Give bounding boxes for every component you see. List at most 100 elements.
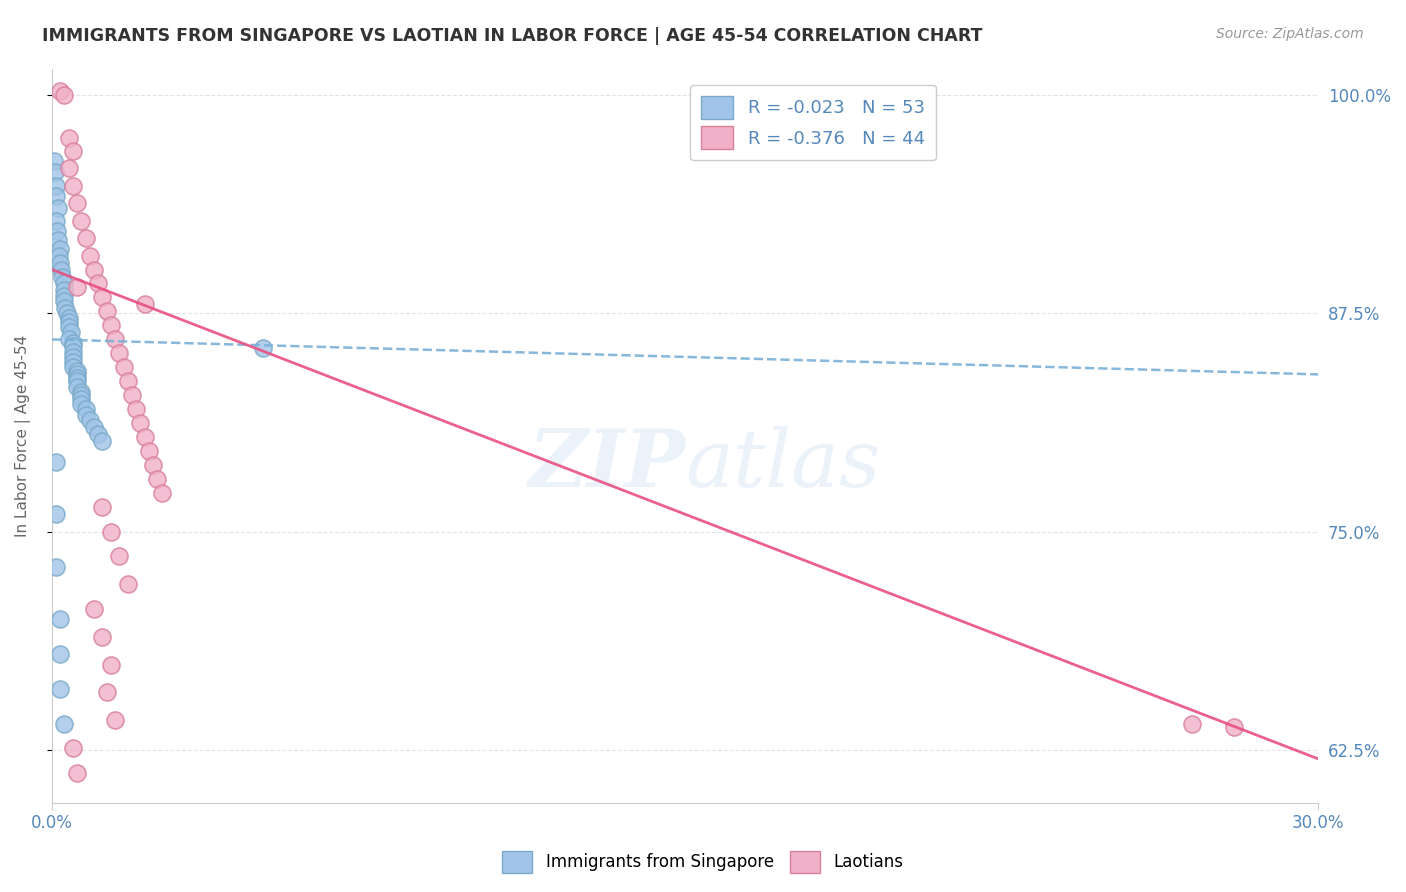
Point	[62, 335, 84, 350]
Text: atlas: atlas	[685, 426, 880, 504]
Point	[79, 413, 101, 427]
Point	[91, 434, 114, 448]
Point	[48, 248, 70, 262]
Point	[42, 154, 65, 169]
Point	[53, 301, 76, 315]
Point	[58, 315, 80, 329]
Y-axis label: In Labor Force | Age 45-54: In Labor Force | Age 45-54	[15, 334, 31, 537]
Point	[62, 355, 84, 369]
Point	[108, 346, 131, 360]
Point	[49, 255, 72, 269]
Point	[70, 384, 93, 399]
Point	[66, 375, 89, 389]
Point	[53, 717, 76, 731]
Point	[70, 213, 93, 227]
Point	[66, 371, 89, 385]
Point	[58, 320, 80, 334]
Point	[83, 262, 105, 277]
Point	[134, 297, 156, 311]
Point	[70, 392, 93, 406]
Point	[121, 388, 143, 402]
Point	[44, 164, 66, 178]
Point	[45, 178, 67, 193]
Point	[58, 333, 80, 347]
Point	[96, 822, 118, 836]
Point	[75, 231, 97, 245]
Point	[66, 280, 89, 294]
Point	[96, 304, 118, 318]
Point	[53, 289, 76, 303]
Point	[1223, 721, 1246, 735]
Point	[100, 657, 122, 672]
Point	[62, 350, 84, 364]
Point	[58, 161, 80, 176]
Point	[91, 500, 114, 515]
Point	[58, 131, 80, 145]
Point	[66, 364, 89, 378]
Point	[62, 741, 84, 756]
Point	[66, 196, 89, 211]
Point	[45, 507, 67, 521]
Point	[49, 262, 72, 277]
Text: IMMIGRANTS FROM SINGAPORE VS LAOTIAN IN LABOR FORCE | AGE 45-54 CORRELATION CHAR: IMMIGRANTS FROM SINGAPORE VS LAOTIAN IN …	[42, 27, 983, 45]
Point	[49, 681, 72, 696]
Point	[58, 311, 80, 326]
Point	[100, 318, 122, 333]
Point	[45, 455, 67, 469]
Text: Source: ZipAtlas.com: Source: ZipAtlas.com	[1216, 27, 1364, 41]
Point	[62, 339, 84, 353]
Point	[117, 375, 139, 389]
Point	[138, 444, 160, 458]
Point	[53, 293, 76, 308]
Point	[134, 430, 156, 444]
Point	[104, 714, 127, 728]
Point	[104, 333, 127, 347]
Point	[117, 577, 139, 591]
Point	[49, 242, 72, 256]
Point	[129, 417, 152, 431]
Point	[112, 360, 135, 375]
Point	[83, 601, 105, 615]
Point	[75, 408, 97, 422]
Point	[75, 402, 97, 417]
Point	[100, 524, 122, 539]
Point	[45, 189, 67, 203]
Point	[62, 144, 84, 158]
Point	[91, 630, 114, 644]
Point	[1181, 717, 1204, 731]
Legend: R = -0.023   N = 53, R = -0.376   N = 44: R = -0.023 N = 53, R = -0.376 N = 44	[690, 85, 935, 161]
Point	[51, 269, 73, 284]
Point	[66, 368, 89, 382]
Point	[52, 284, 75, 298]
Text: ZIP: ZIP	[529, 426, 685, 504]
Point	[53, 87, 76, 102]
Point	[96, 685, 118, 699]
Point	[66, 765, 89, 780]
Point	[87, 277, 110, 291]
Point	[55, 306, 77, 320]
Point	[150, 486, 173, 500]
Point	[45, 213, 67, 227]
Point	[49, 647, 72, 661]
Point	[70, 388, 93, 402]
Point	[79, 248, 101, 262]
Point	[49, 612, 72, 626]
Point	[59, 326, 82, 340]
Point	[146, 472, 169, 486]
Point	[125, 402, 148, 417]
Point	[62, 178, 84, 193]
Point	[46, 202, 69, 216]
Point	[108, 549, 131, 563]
Point	[142, 458, 165, 473]
Point	[252, 341, 274, 355]
Point	[125, 856, 148, 871]
Point	[49, 84, 72, 98]
Point	[66, 379, 89, 393]
Legend: Immigrants from Singapore, Laotians: Immigrants from Singapore, Laotians	[495, 845, 911, 880]
Point	[87, 426, 110, 441]
Point	[62, 344, 84, 359]
Point	[45, 224, 67, 238]
Point	[45, 559, 67, 574]
Point	[83, 419, 105, 434]
Point	[91, 290, 114, 304]
